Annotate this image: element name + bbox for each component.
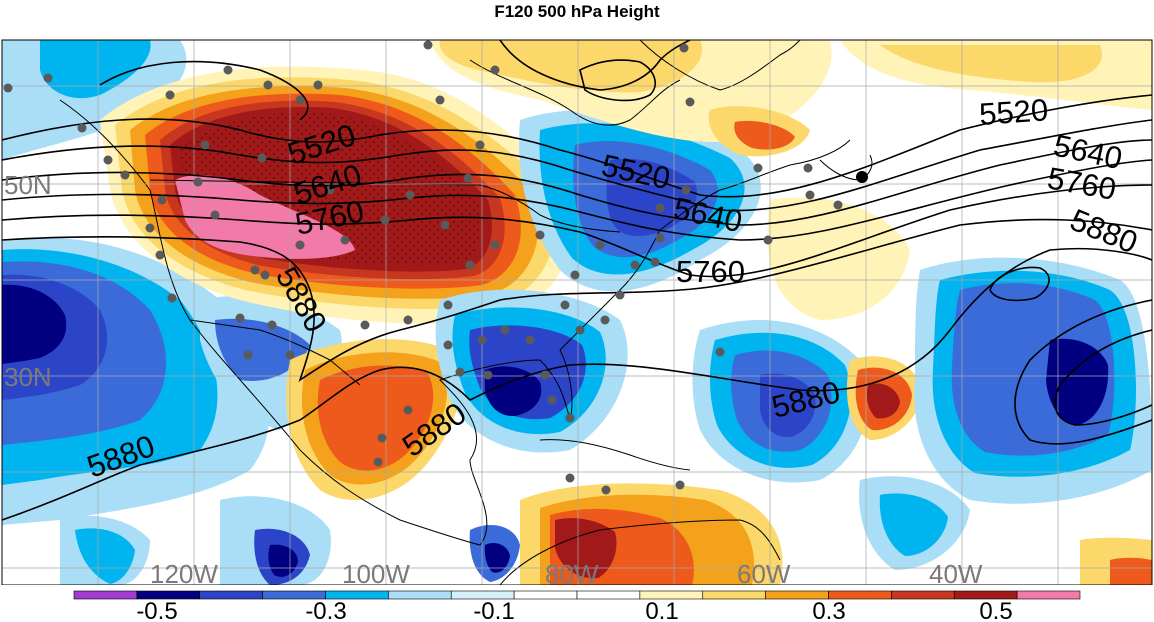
figure-title: F120 500 hPa Height [494,2,660,21]
colorbar-swatch [891,590,955,600]
colorbar-swatch [576,590,641,600]
colorbar-swatch [702,590,766,600]
neg-region-pacific-darkest [2,284,67,364]
lon-label-80w: 80W [545,559,599,585]
lat-label-30n: 30N [4,362,52,392]
pos-region-gulf-3 [317,365,434,471]
colorbar-swatches [73,590,1081,600]
lon-label-40w: 40W [929,559,983,585]
colorbar-tick-label: -0.3 [305,598,346,622]
contour-5760 [2,184,1152,278]
pos-region-atlantic-central [767,197,910,320]
greenland-coast [639,40,801,91]
colorbar-swatch [199,590,263,600]
contour-5520 [2,94,1152,198]
lon-label-120w: 120W [150,559,218,585]
pos-region-caribbean-4 [555,518,617,579]
contour-5460-north [579,59,656,102]
cuba-coast [539,439,691,471]
pos-region-se-corner-2 [1110,557,1152,585]
neg-region-mid-atlantic-south-2 [879,493,948,556]
colorbar-tick-label: -0.5 [136,598,177,622]
colorbar-tick-label: 0.5 [979,598,1012,622]
contour-5700 [2,159,1152,241]
neg-region-nw-mid [40,40,151,99]
pos-region-hudson-2 [439,40,702,93]
hudson-bay-coast [469,59,681,126]
contour-5820 [2,218,1152,382]
south-america-coast [499,519,781,585]
us-mexico-border [189,319,361,386]
pos-region-north-atlantic-2 [880,45,1102,83]
neg-region-east-atlantic-core [1046,338,1109,425]
map-panel: 5520 5640 5760 5880 5520 5640 5760 5880 … [1,39,1153,585]
colorbar-swatch [73,590,138,600]
colorbar-swatch [388,590,452,600]
lon-label-60w: 60W [737,559,791,585]
lon-label-100w: 100W [342,559,410,585]
highlight-station-dot [856,171,868,183]
north-america-coast [59,99,851,546]
neg-region-southeast-core [485,366,542,417]
colorbar-swatch [513,590,578,600]
height-contours [2,40,1152,521]
station-dots [3,40,843,495]
latitude-labels: 50N 30N [4,170,52,392]
contour-5880-west-loop [99,60,309,121]
contour-label: 5520 [978,92,1049,132]
neg-region-south-pacific-core [268,544,298,577]
longitude-labels: 120W 100W 80W 60W 40W [150,559,983,585]
coastlines [59,40,873,585]
pos-region-plains-peak [175,175,355,259]
pos-region-labrador-core [734,120,795,150]
contour-5640 [2,139,1152,226]
colorbar-tick-labels: -0.5 -0.3 -0.1 0.1 0.3 0.5 [136,598,1012,622]
contour-5580 [2,119,1152,212]
contour-5520-north [499,40,691,91]
colorbar-swatch [1016,590,1081,600]
colorbar-tick-label: 0.3 [812,598,845,622]
neg-region-sw-pacific-2 [75,528,135,584]
colorbar-tick-label: 0.1 [645,598,678,622]
contour-label: 5760 [676,254,745,289]
colorbar-tick-label: -0.1 [473,598,514,622]
neg-region-panama-core [484,543,510,573]
contour-5940 [1054,329,1152,426]
contour-5880-small-loop [989,266,1050,302]
contour-5880-atlantic-loop [1014,299,1152,445]
lat-label-50n: 50N [4,170,52,200]
us-canada-border [149,179,621,233]
colorbar: -0.5 -0.3 -0.1 0.1 0.3 0.5 [73,590,1081,622]
neg-region-mexico-core [215,318,310,381]
pos-region-atlantic-core-3 [866,383,900,419]
map-frame [1,39,1153,585]
